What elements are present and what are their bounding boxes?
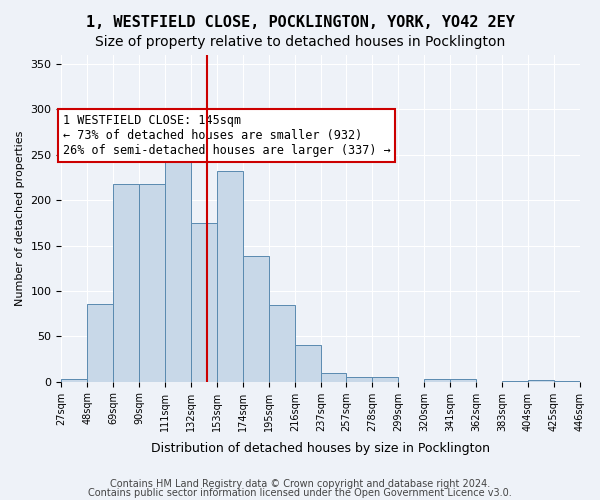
Bar	[217, 171, 244, 382]
Text: Size of property relative to detached houses in Pocklington: Size of property relative to detached ho…	[95, 35, 505, 49]
Bar	[113, 184, 139, 382]
Bar	[244, 256, 269, 382]
Bar	[450, 379, 476, 382]
Bar	[295, 346, 322, 382]
Bar	[61, 379, 88, 382]
Text: 1, WESTFIELD CLOSE, POCKLINGTON, YORK, YO42 2EY: 1, WESTFIELD CLOSE, POCKLINGTON, YORK, Y…	[86, 15, 514, 30]
Bar	[424, 379, 450, 382]
Bar	[269, 304, 295, 382]
Text: Contains HM Land Registry data © Crown copyright and database right 2024.: Contains HM Land Registry data © Crown c…	[110, 479, 490, 489]
Text: Contains public sector information licensed under the Open Government Licence v3: Contains public sector information licen…	[88, 488, 512, 498]
Bar	[502, 381, 528, 382]
X-axis label: Distribution of detached houses by size in Pocklington: Distribution of detached houses by size …	[151, 442, 490, 455]
Bar	[346, 377, 372, 382]
Y-axis label: Number of detached properties: Number of detached properties	[15, 130, 25, 306]
Bar	[554, 381, 580, 382]
Bar	[191, 223, 217, 382]
Bar	[322, 372, 346, 382]
Bar	[166, 124, 191, 382]
Text: 1 WESTFIELD CLOSE: 145sqm
← 73% of detached houses are smaller (932)
26% of semi: 1 WESTFIELD CLOSE: 145sqm ← 73% of detac…	[62, 114, 391, 157]
Bar	[88, 304, 113, 382]
Bar	[528, 380, 554, 382]
Bar	[372, 377, 398, 382]
Bar	[139, 184, 166, 382]
